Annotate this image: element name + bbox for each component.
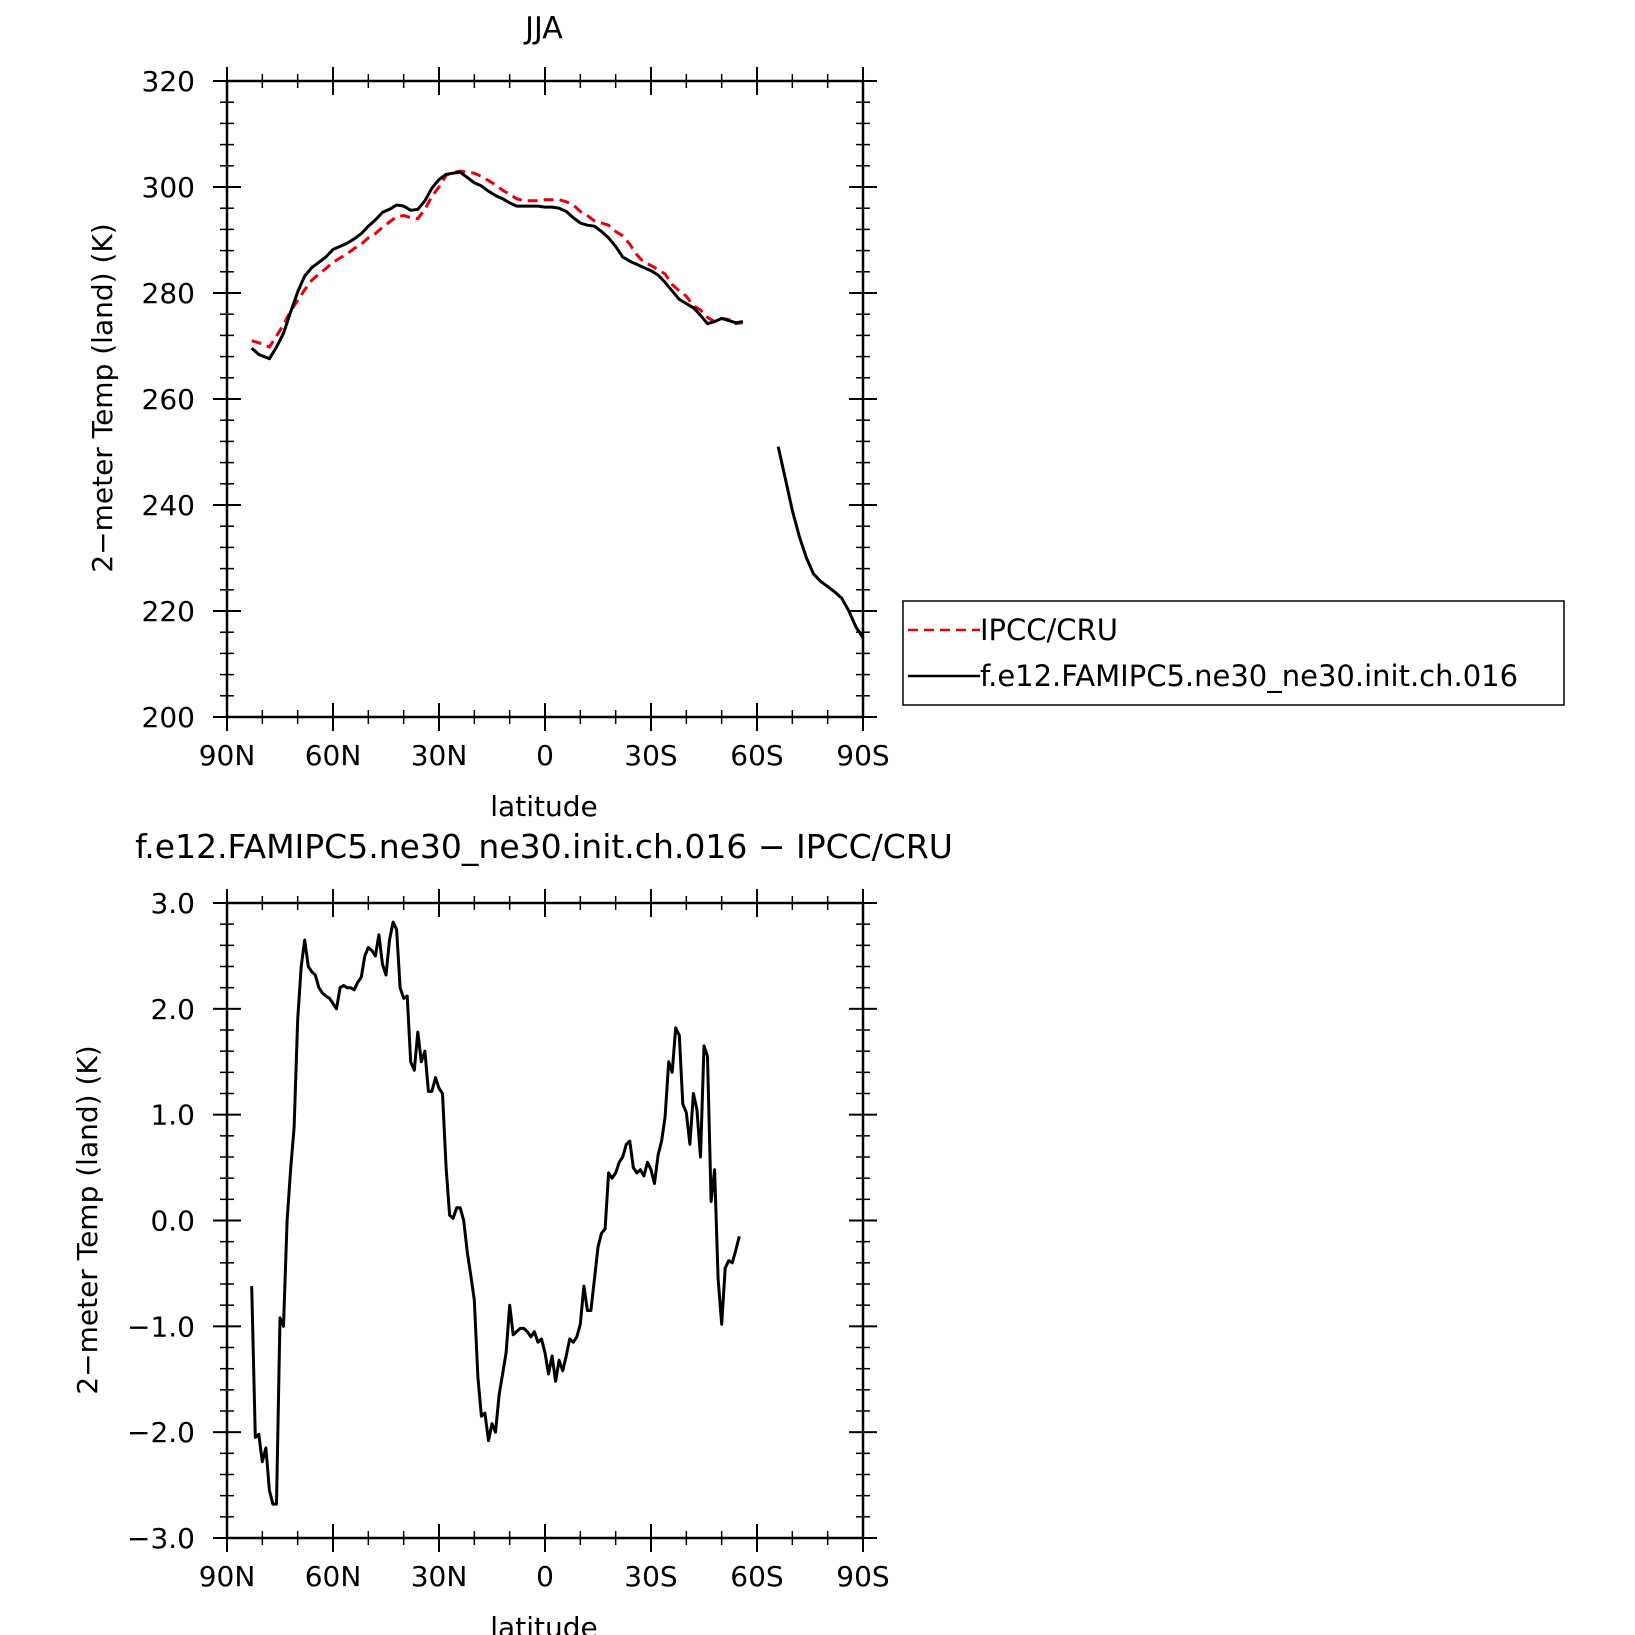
y-tick-label: 260 bbox=[142, 383, 195, 416]
top-legend: IPCC/CRU f.e12.FAMIPC5.ne30_ne30.init.ch… bbox=[902, 600, 1565, 706]
y-tick-label: 0.0 bbox=[150, 1205, 195, 1238]
top-panel: JJA 2−meter Temp (land) (K) latitude 90N… bbox=[86, 11, 1565, 823]
bottom-y-axis-label: 2−meter Temp (land) (K) bbox=[71, 1045, 104, 1394]
x-tick-label: 0 bbox=[536, 739, 554, 772]
legend-label-ipcc-cru: IPCC/CRU bbox=[980, 613, 1118, 647]
legend-label-model: f.e12.FAMIPC5.ne30_ne30.init.ch.016 bbox=[980, 659, 1518, 693]
y-tick-label: 3.0 bbox=[150, 887, 195, 920]
y-tick-label: 200 bbox=[142, 701, 195, 734]
series-line-ipcc-cru bbox=[251, 169, 744, 349]
x-tick-label: 30S bbox=[624, 1560, 677, 1593]
x-tick-label: 90S bbox=[836, 1560, 889, 1593]
top-x-axis-label: latitude bbox=[490, 790, 597, 823]
legend-box bbox=[902, 600, 1565, 706]
y-tick-label: 1.0 bbox=[150, 1099, 195, 1132]
y-tick-label: 2.0 bbox=[150, 993, 195, 1026]
x-tick-label: 60N bbox=[305, 739, 362, 772]
bottom-panel: f.e12.FAMIPC5.ne30_ne30.init.ch.016 − IP… bbox=[71, 827, 953, 1635]
x-tick-label: 30S bbox=[624, 739, 677, 772]
x-tick-label: 60S bbox=[730, 1560, 783, 1593]
y-tick-label: −2.0 bbox=[127, 1416, 195, 1449]
top-chart-title: JJA bbox=[523, 11, 563, 46]
y-tick-label: −3.0 bbox=[127, 1522, 195, 1555]
bottom-plot-frame bbox=[225, 901, 865, 1540]
x-tick-label: 0 bbox=[536, 1560, 554, 1593]
bottom-axis-ticks: 90N 60N 30N 0 30S 60S 90S −3.0 −2.0 −1.0 0.0 1.0 2.0… bbox=[127, 887, 890, 1593]
top-series-lines bbox=[250, 169, 865, 639]
top-axis-ticks: 90N 60N 30N 0 30S 60S 90S 200 220 240 260 280 300 320 bbox=[142, 65, 890, 772]
series-line-model bbox=[250, 170, 865, 639]
y-tick-label: 280 bbox=[142, 277, 195, 310]
series-line-difference bbox=[250, 920, 741, 1506]
x-tick-label: 90N bbox=[199, 739, 256, 772]
x-tick-label: 60S bbox=[730, 739, 783, 772]
x-tick-label: 30N bbox=[411, 1560, 468, 1593]
bottom-x-axis-label: latitude bbox=[490, 1611, 597, 1635]
y-tick-label: 300 bbox=[142, 171, 195, 204]
y-tick-label: 240 bbox=[142, 489, 195, 522]
bottom-series-lines bbox=[250, 920, 741, 1506]
y-tick-label: 220 bbox=[142, 595, 195, 628]
y-tick-label: 320 bbox=[142, 65, 195, 98]
x-tick-label: 90N bbox=[199, 1560, 256, 1593]
x-tick-label: 90S bbox=[836, 739, 889, 772]
y-tick-label: −1.0 bbox=[127, 1310, 195, 1343]
x-tick-label: 60N bbox=[305, 1560, 362, 1593]
bottom-chart-title: f.e12.FAMIPC5.ne30_ne30.init.ch.016 − IP… bbox=[135, 827, 953, 866]
x-tick-label: 30N bbox=[411, 739, 468, 772]
top-plot-frame bbox=[225, 79, 865, 719]
top-y-axis-label: 2−meter Temp (land) (K) bbox=[86, 223, 119, 572]
